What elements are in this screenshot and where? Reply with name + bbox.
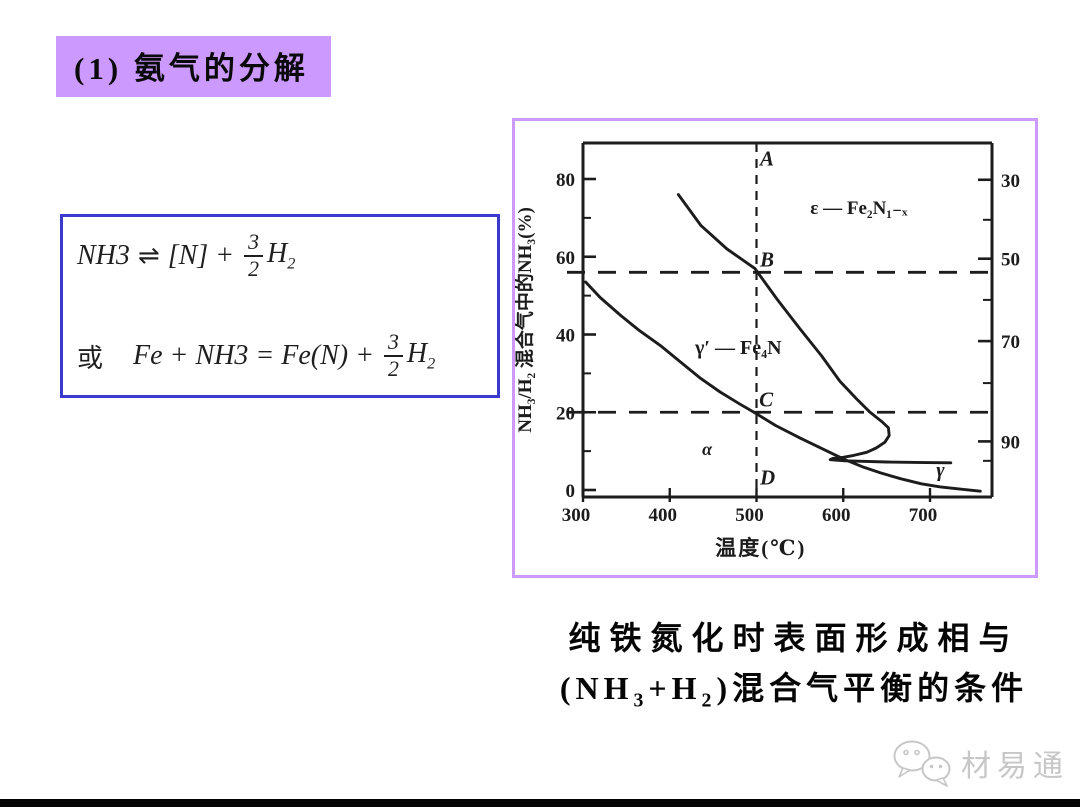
svg-text:ε — Fe₂N₁₋ₓ: ε — Fe₂N₁₋ₓ: [810, 198, 908, 219]
svg-text:70: 70: [1001, 332, 1020, 353]
slide-title: (1) 氨气的分解: [56, 36, 331, 97]
formula2-or-label: 或: [77, 343, 104, 373]
svg-text:500: 500: [735, 505, 764, 526]
phase-diagram-chart: 300 400 500 600 700 0 20 40 60 80 30 50 70 90 A B C Dε — …: [513, 141, 1020, 560]
svg-text:γ′ — Fe₄N: γ′ — Fe₄N: [694, 337, 782, 359]
svg-text:γ: γ: [936, 459, 945, 481]
formula2-h: H2: [406, 338, 436, 373]
svg-text:α: α: [702, 439, 713, 459]
formula1-lhs: NH3: [77, 239, 130, 271]
svg-text:B: B: [759, 247, 774, 271]
equilibrium-arrow-icon: ⇌: [137, 240, 160, 271]
watermark-text: 材易通: [961, 750, 1069, 783]
svg-text:温度(℃): 温度(℃): [715, 536, 806, 560]
bottom-bar: [0, 799, 1080, 807]
svg-text:90: 90: [1001, 432, 1020, 453]
caption-line-2: (NH3+H2)混合气平衡的条件: [559, 670, 1029, 712]
formula2-body: Fe + NH3 = Fe(N) +: [133, 340, 374, 372]
formula1-h: H2: [267, 238, 296, 273]
svg-text:700: 700: [909, 505, 938, 526]
svg-text:20: 20: [556, 403, 575, 424]
svg-text:NH₃/H₂ 混合气中的NH₃(%): NH₃/H₂ 混合气中的NH₃(%): [515, 207, 536, 433]
svg-text:40: 40: [556, 326, 575, 347]
wechat-logo-icon: [893, 740, 951, 787]
svg-text:C: C: [759, 387, 774, 411]
svg-text:400: 400: [649, 505, 678, 526]
caption-line-1: 纯铁氮化时表面形成相与: [568, 620, 1020, 656]
watermark: 材易通: [891, 737, 1069, 789]
figure-caption: 纯铁氮化时表面形成相与 (NH3+H2)混合气平衡的条件: [538, 614, 1050, 726]
svg-text:0: 0: [566, 481, 576, 502]
svg-text:D: D: [759, 466, 775, 490]
svg-text:80: 80: [556, 170, 575, 191]
svg-text:60: 60: [556, 248, 575, 269]
slide-title-text: (1) 氨气的分解: [74, 51, 309, 86]
svg-text:A: A: [758, 146, 774, 170]
svg-text:600: 600: [822, 505, 851, 526]
svg-text:30: 30: [1001, 171, 1020, 192]
svg-text:50: 50: [1001, 250, 1020, 271]
formula1-mid: [N] +: [167, 239, 235, 271]
svg-text:300: 300: [562, 505, 591, 526]
